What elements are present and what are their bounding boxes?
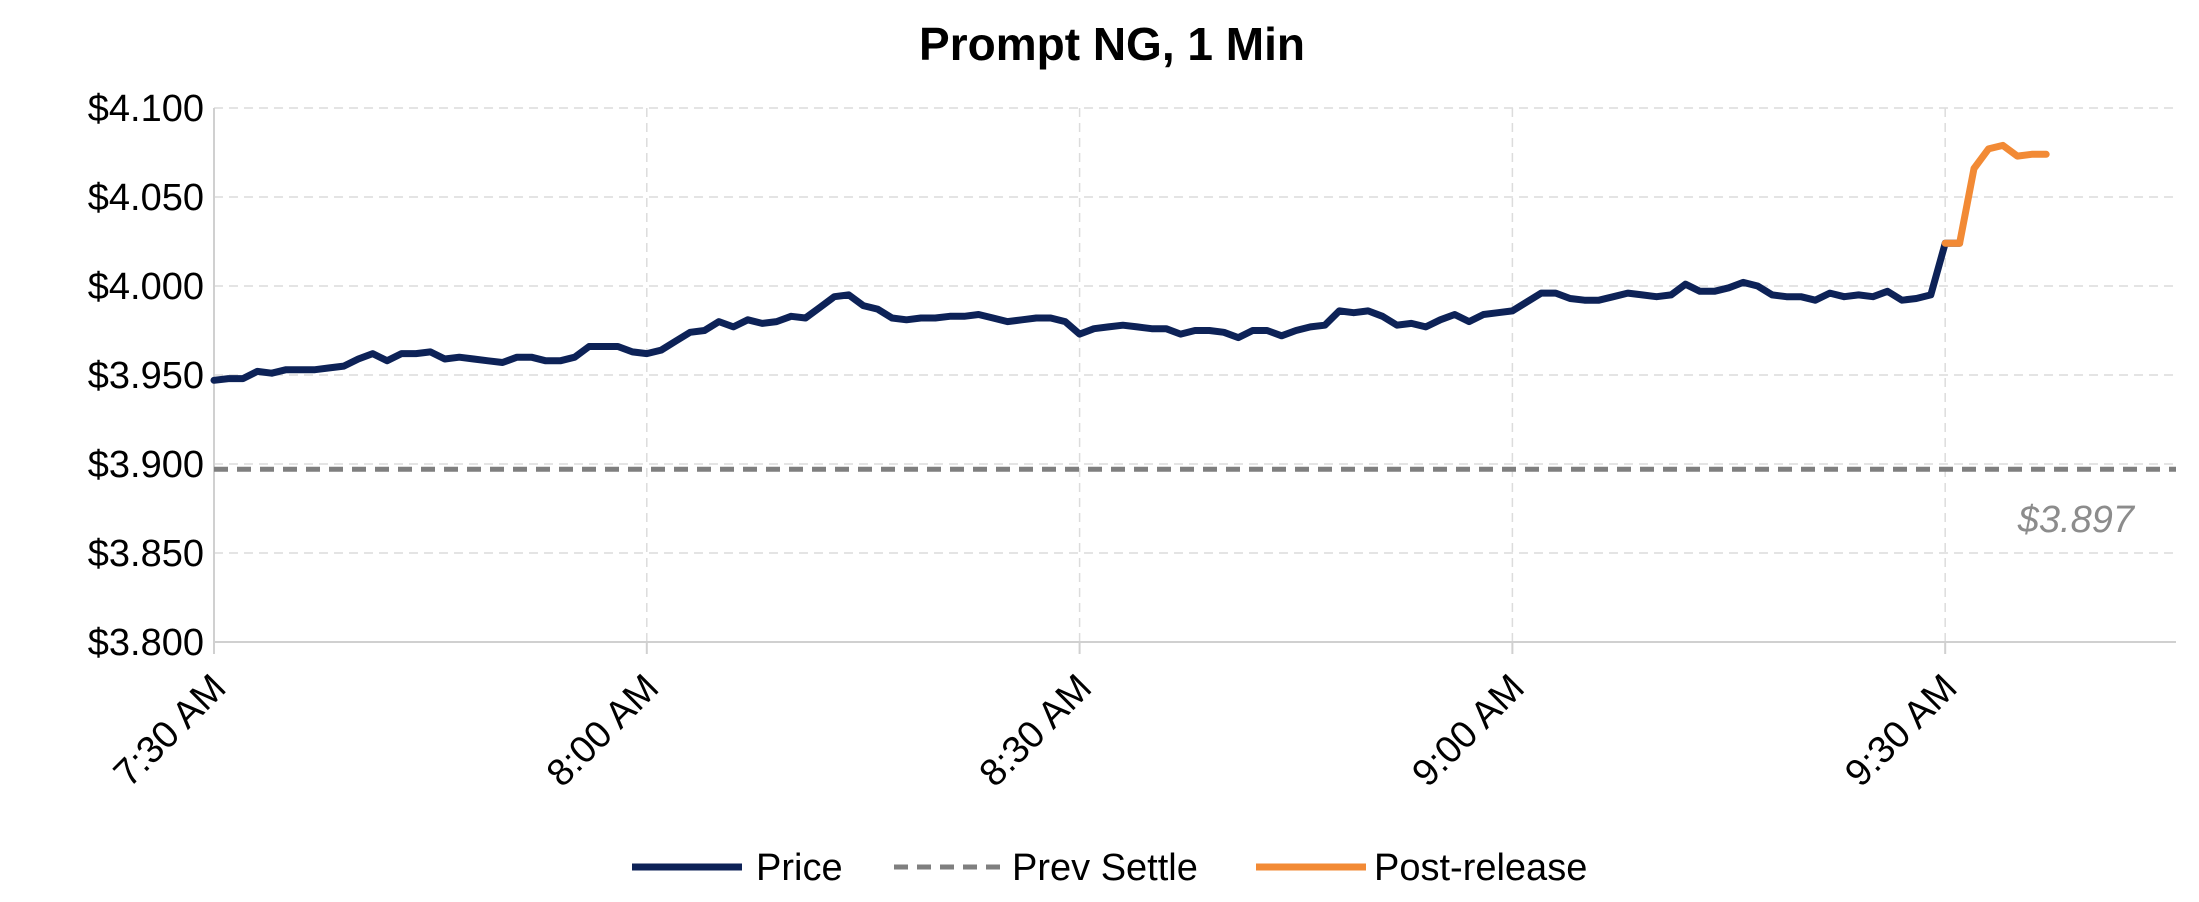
prev-settle-annotation: $3.897 [2017, 499, 2136, 541]
x-tick-label: 9:00 AM [1404, 667, 1532, 795]
x-tick-label: 7:30 AM [106, 667, 234, 795]
x-axis-tick-labels: 7:30 AM 8:00 AM 8:30 AM 9:00 AM 9:30 AM [106, 667, 1965, 795]
y-tick-label: $3.850 [88, 533, 204, 575]
legend-label-price: Price [756, 847, 843, 889]
y-tick-label: $3.800 [88, 622, 204, 664]
x-tick-label: 8:00 AM [539, 667, 667, 795]
y-tick-label: $4.100 [88, 88, 204, 130]
series-line-post-release [1941, 141, 2050, 247]
series-line-price [210, 239, 1964, 384]
grid-lines [214, 107, 2176, 642]
legend-label-post-release: Post-release [1374, 847, 1587, 889]
legend-label-prev-settle: Prev Settle [1012, 847, 1198, 889]
series-lines [210, 141, 2176, 472]
y-tick-label: $3.950 [88, 355, 204, 397]
y-tick-label: $4.050 [88, 177, 204, 219]
y-tick-label: $4.000 [88, 266, 204, 308]
axes [213, 108, 2176, 654]
y-tick-label: $3.900 [88, 444, 204, 486]
y-axis-tick-labels: $3.800 $3.850 $3.900 $3.950 $4.000 $4.050 $4.1… [88, 88, 204, 664]
x-tick-label: 8:30 AM [972, 667, 1100, 795]
legend: Price Prev Settle Post-release [632, 847, 1587, 889]
chart-title: Prompt NG, 1 Min [919, 18, 1305, 70]
x-tick-label: 9:30 AM [1837, 667, 1965, 795]
